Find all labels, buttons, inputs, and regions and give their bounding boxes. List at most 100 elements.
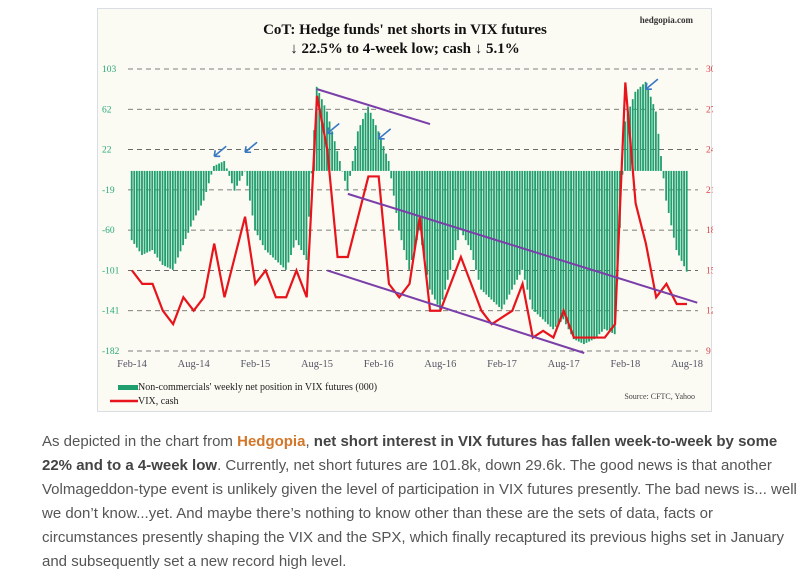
net-position-bar bbox=[161, 170, 164, 265]
net-position-bar bbox=[683, 170, 686, 267]
net-position-bar bbox=[146, 170, 149, 253]
net-position-bar bbox=[290, 170, 292, 256]
right-tick-label: 18 bbox=[706, 226, 713, 236]
arrow-icon bbox=[645, 78, 659, 90]
net-position-bar bbox=[197, 170, 200, 211]
net-position-bar bbox=[153, 170, 156, 254]
net-position-bar bbox=[511, 170, 513, 290]
net-position-bar bbox=[398, 170, 400, 231]
net-position-bar bbox=[302, 170, 305, 256]
net-position-bar bbox=[557, 170, 560, 325]
left-tick-label: 22 bbox=[102, 146, 112, 156]
net-position-bar bbox=[421, 170, 423, 246]
net-position-bar bbox=[547, 170, 549, 325]
net-position-bar bbox=[231, 170, 233, 184]
net-position-bar bbox=[642, 84, 644, 171]
chart-title: CoT: Hedge funds' net shorts in VIX futu… bbox=[263, 22, 547, 38]
net-position-bar bbox=[390, 170, 393, 179]
net-position-bar bbox=[213, 165, 215, 171]
left-tick-label: -19 bbox=[102, 186, 115, 196]
trendline bbox=[347, 192, 698, 304]
arrow-icon bbox=[377, 128, 392, 140]
article-text: As depicted in the chart from bbox=[42, 433, 238, 450]
net-position-bar bbox=[207, 170, 210, 184]
net-position-bar bbox=[500, 170, 503, 310]
net-position-bar bbox=[320, 99, 323, 171]
net-position-bar bbox=[482, 170, 485, 293]
net-position-bar bbox=[531, 170, 534, 310]
net-position-bar bbox=[613, 170, 616, 335]
net-position-bar bbox=[672, 170, 675, 238]
x-tick-label: Aug-15 bbox=[301, 359, 333, 370]
net-position-bar bbox=[493, 170, 495, 303]
net-position-bar bbox=[202, 170, 205, 201]
net-position-bar bbox=[572, 170, 575, 340]
net-position-bar bbox=[477, 170, 480, 280]
net-position-bar bbox=[665, 170, 668, 201]
net-position-bar bbox=[184, 170, 187, 239]
right-tick-label: 30 bbox=[706, 65, 713, 75]
net-position-bar bbox=[135, 170, 138, 248]
net-position-bar bbox=[331, 131, 334, 171]
left-tick-label: -60 bbox=[102, 226, 115, 236]
net-position-bar bbox=[364, 112, 367, 171]
net-position-bar bbox=[277, 170, 280, 263]
net-position-bar bbox=[380, 138, 382, 171]
hedgopia-link[interactable]: Hedgopia bbox=[237, 433, 306, 450]
net-position-bar bbox=[657, 133, 660, 171]
net-position-bar bbox=[287, 170, 290, 263]
net-position-bar bbox=[392, 170, 395, 196]
net-position-bar bbox=[177, 170, 179, 258]
net-position-bar bbox=[652, 104, 655, 171]
net-position-bar bbox=[233, 170, 236, 191]
left-tick-label: -141 bbox=[102, 307, 120, 317]
net-position-bar bbox=[225, 168, 228, 171]
article-text: , bbox=[305, 433, 314, 450]
net-position-bar bbox=[179, 170, 182, 252]
net-position-bar bbox=[567, 170, 570, 330]
net-position-bar bbox=[685, 170, 688, 272]
net-position-bar bbox=[464, 170, 467, 241]
chart-image: hedgopia.com CoT: Hedge funds' net short… bbox=[97, 8, 713, 412]
net-position-bar bbox=[274, 170, 277, 260]
net-position-bar bbox=[282, 170, 285, 268]
net-position-bar bbox=[608, 170, 611, 332]
legend-vix: VIX, cash bbox=[138, 396, 179, 407]
net-position-bar bbox=[408, 170, 411, 270]
net-position-bar bbox=[505, 170, 508, 300]
net-position-bar bbox=[606, 170, 608, 331]
net-position-bar bbox=[603, 170, 606, 330]
x-tick-label: Feb-17 bbox=[487, 359, 517, 370]
net-position-bar bbox=[295, 170, 298, 241]
net-position-bar bbox=[248, 170, 251, 201]
net-position-bar bbox=[631, 99, 634, 171]
net-position-bar bbox=[513, 170, 516, 285]
net-position-bar bbox=[523, 170, 526, 280]
net-position-bar bbox=[385, 153, 387, 171]
net-position-bar bbox=[585, 170, 588, 343]
net-position-bar bbox=[318, 92, 321, 171]
net-position-bar bbox=[521, 170, 524, 270]
net-position-bar bbox=[598, 170, 601, 335]
net-position-bar bbox=[472, 170, 475, 260]
net-position-bar bbox=[236, 170, 238, 186]
net-position-bar bbox=[243, 170, 246, 172]
net-position-bar bbox=[192, 170, 195, 221]
net-position-bar bbox=[133, 170, 136, 244]
net-position-bar bbox=[372, 118, 375, 171]
vix-line bbox=[131, 82, 687, 340]
net-position-bar bbox=[171, 170, 174, 270]
net-position-bar bbox=[588, 170, 590, 342]
net-position-bar bbox=[462, 170, 465, 236]
net-position-bar bbox=[536, 170, 539, 315]
net-position-bar bbox=[433, 170, 436, 300]
net-position-bar bbox=[529, 170, 531, 300]
net-position-bar bbox=[308, 170, 310, 217]
right-tick-label: 27 bbox=[706, 105, 713, 115]
net-position-bar bbox=[164, 170, 167, 267]
net-position-bar bbox=[218, 163, 220, 171]
x-tick-label: Aug-18 bbox=[671, 359, 703, 370]
right-tick-label: 12 bbox=[706, 307, 713, 317]
net-position-bar bbox=[223, 161, 226, 171]
net-position-bar bbox=[503, 170, 506, 305]
